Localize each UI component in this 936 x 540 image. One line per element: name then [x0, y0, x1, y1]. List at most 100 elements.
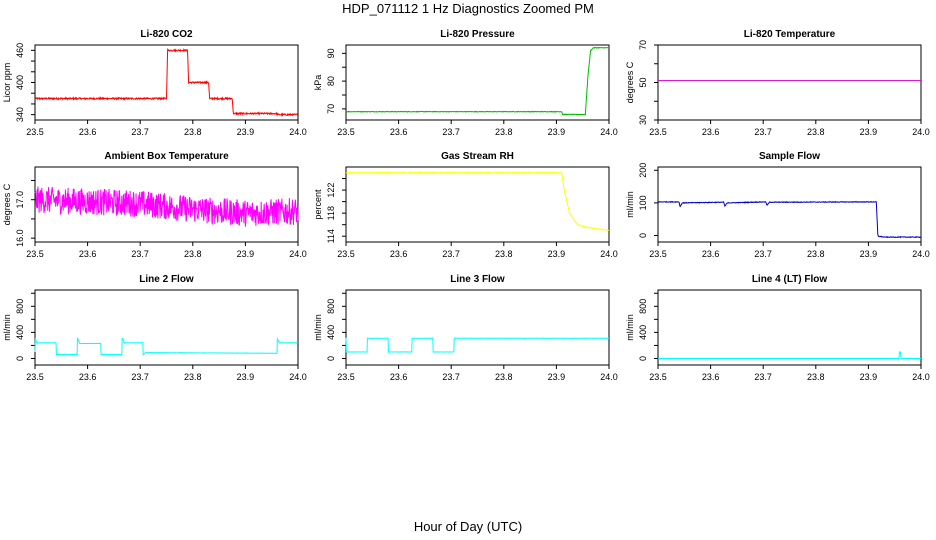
series-line-1	[345, 171, 610, 231]
x-tick-label: 23.6	[702, 127, 720, 137]
x-tick-label: 23.5	[26, 127, 44, 137]
x-tick-label: 23.5	[337, 372, 355, 382]
panel-title: Line 4 (LT) Flow	[752, 274, 828, 285]
y-tick-label: 50	[638, 77, 648, 87]
chart-panel-7: Line 2 Flow 23.5 23.6 23.7 23.8 23.9 24.0 0 400 8…	[2, 274, 307, 382]
x-tick-label: 23.5	[337, 249, 355, 259]
x-tick-label: 23.9	[860, 372, 878, 382]
x-tick-label: 24.0	[912, 249, 930, 259]
panel-title: Line 3 Flow	[450, 274, 505, 285]
plot-frame	[34, 289, 299, 366]
series-line-1	[345, 337, 610, 353]
chart-panel-9: Line 4 (LT) Flow 23.5 23.6 23.7 23.8 23.9 24.0…	[625, 274, 930, 382]
y-tick-label: 70	[326, 104, 336, 114]
x-tick-label: 23.7	[442, 249, 460, 259]
x-tick-label: 23.7	[754, 249, 772, 259]
x-tick-label: 23.7	[754, 127, 772, 137]
chart-panel-2: Li-820 Pressure 23.5 23.6 23.7 23.8 23.9 24.0 7…	[313, 29, 618, 137]
y-tick-label: 800	[326, 299, 336, 314]
y-tick-label: 16.0	[15, 229, 25, 247]
x-tick-label: 23.8	[184, 249, 202, 259]
series-line-1	[345, 46, 610, 116]
x-tick-label: 23.9	[860, 249, 878, 259]
x-tick-label: 23.7	[442, 372, 460, 382]
y-tick-label: 17.0	[15, 191, 25, 209]
plot-frame	[657, 44, 922, 121]
x-tick-label: 23.6	[390, 372, 408, 382]
x-tick-label: 24.0	[289, 249, 307, 259]
x-tick-label: 24.0	[600, 249, 618, 259]
shared-x-axis-label: Hour of Day (UTC)	[414, 519, 522, 534]
x-tick-label: 23.8	[807, 249, 825, 259]
x-tick-label: 24.0	[912, 127, 930, 137]
x-tick-label: 23.7	[131, 127, 149, 137]
panel-title: Ambient Box Temperature	[104, 151, 229, 162]
y-tick-label: 80	[326, 76, 336, 86]
chart-panel-3: Li-820 Temperature 23.5 23.6 23.7 23.8 23.9 24…	[625, 29, 930, 137]
y-tick-label: 400	[638, 325, 648, 340]
x-tick-label: 23.9	[860, 127, 878, 137]
series-line-1	[34, 186, 299, 227]
x-tick-label: 23.6	[702, 372, 720, 382]
panel-title: Line 2 Flow	[139, 274, 194, 285]
plot-frame	[657, 289, 922, 366]
series-line-1	[34, 47, 299, 117]
x-tick-label: 23.8	[807, 127, 825, 137]
x-tick-label: 23.5	[649, 127, 667, 137]
x-tick-label: 23.7	[131, 372, 149, 382]
y-tick-label: 400	[15, 75, 25, 90]
y-axis-label: ml/min	[625, 314, 635, 341]
x-tick-label: 23.6	[390, 249, 408, 259]
y-axis-label: ml/min	[2, 314, 12, 341]
y-axis-label: degrees C	[625, 61, 635, 103]
x-tick-label: 24.0	[600, 372, 618, 382]
series-line-1	[657, 200, 922, 239]
x-tick-label: 23.6	[390, 127, 408, 137]
x-tick-label: 23.9	[237, 127, 255, 137]
series-line-1	[658, 351, 921, 359]
y-tick-label: 90	[326, 48, 336, 58]
y-axis-label: ml/min	[625, 191, 635, 218]
chart-panel-8: Line 3 Flow 23.5 23.6 23.7 23.8 23.9 24.0 0 400 8…	[313, 274, 618, 382]
plot-frame	[345, 166, 610, 243]
x-tick-label: 24.0	[289, 372, 307, 382]
panel-title: Li-820 Pressure	[440, 29, 515, 40]
plot-frame	[345, 44, 610, 121]
panel-title: Li-820 CO2	[140, 29, 193, 40]
x-tick-label: 23.5	[649, 249, 667, 259]
y-tick-label: 340	[15, 107, 25, 122]
y-tick-label: 0	[638, 356, 648, 361]
y-axis-label: percent	[313, 189, 323, 220]
x-tick-label: 23.5	[26, 372, 44, 382]
x-tick-label: 23.9	[548, 127, 566, 137]
x-tick-label: 23.6	[79, 249, 97, 259]
chart-panel-6: Sample Flow 23.5 23.6 23.7 23.8 23.9 24.0 0 100 2…	[625, 151, 930, 259]
x-tick-label: 23.9	[237, 249, 255, 259]
x-tick-label: 23.9	[237, 372, 255, 382]
x-tick-label: 23.7	[754, 372, 772, 382]
x-tick-label: 23.8	[184, 127, 202, 137]
chart-panel-5: Gas Stream RH 23.5 23.6 23.7 23.8 23.9 24.0 114…	[313, 151, 618, 259]
chart-panel-4: Ambient Box Temperature 23.5 23.6 23.7 23.8 2…	[2, 151, 307, 259]
y-tick-label: 200	[638, 163, 648, 178]
y-tick-label: 100	[638, 195, 648, 210]
panel-title: Gas Stream RH	[441, 151, 514, 162]
y-tick-label: 0	[326, 356, 336, 361]
chart-panel-1: Li-820 CO2 23.5 23.6 23.7 23.8 23.9 24.0 340 400…	[2, 29, 307, 137]
x-tick-label: 23.7	[131, 249, 149, 259]
x-tick-label: 23.9	[548, 372, 566, 382]
x-tick-label: 23.8	[807, 372, 825, 382]
y-tick-label: 800	[15, 299, 25, 314]
x-tick-label: 24.0	[912, 372, 930, 382]
y-tick-label: 400	[326, 325, 336, 340]
x-tick-label: 24.0	[289, 127, 307, 137]
y-axis-label: ml/min	[313, 314, 323, 341]
x-tick-label: 23.6	[79, 372, 97, 382]
y-tick-label: 70	[638, 40, 648, 50]
y-tick-label: 0	[638, 233, 648, 238]
y-tick-label: 114	[326, 229, 336, 243]
y-tick-label: 460	[15, 43, 25, 58]
x-tick-label: 24.0	[600, 127, 618, 137]
x-tick-label: 23.6	[702, 249, 720, 259]
